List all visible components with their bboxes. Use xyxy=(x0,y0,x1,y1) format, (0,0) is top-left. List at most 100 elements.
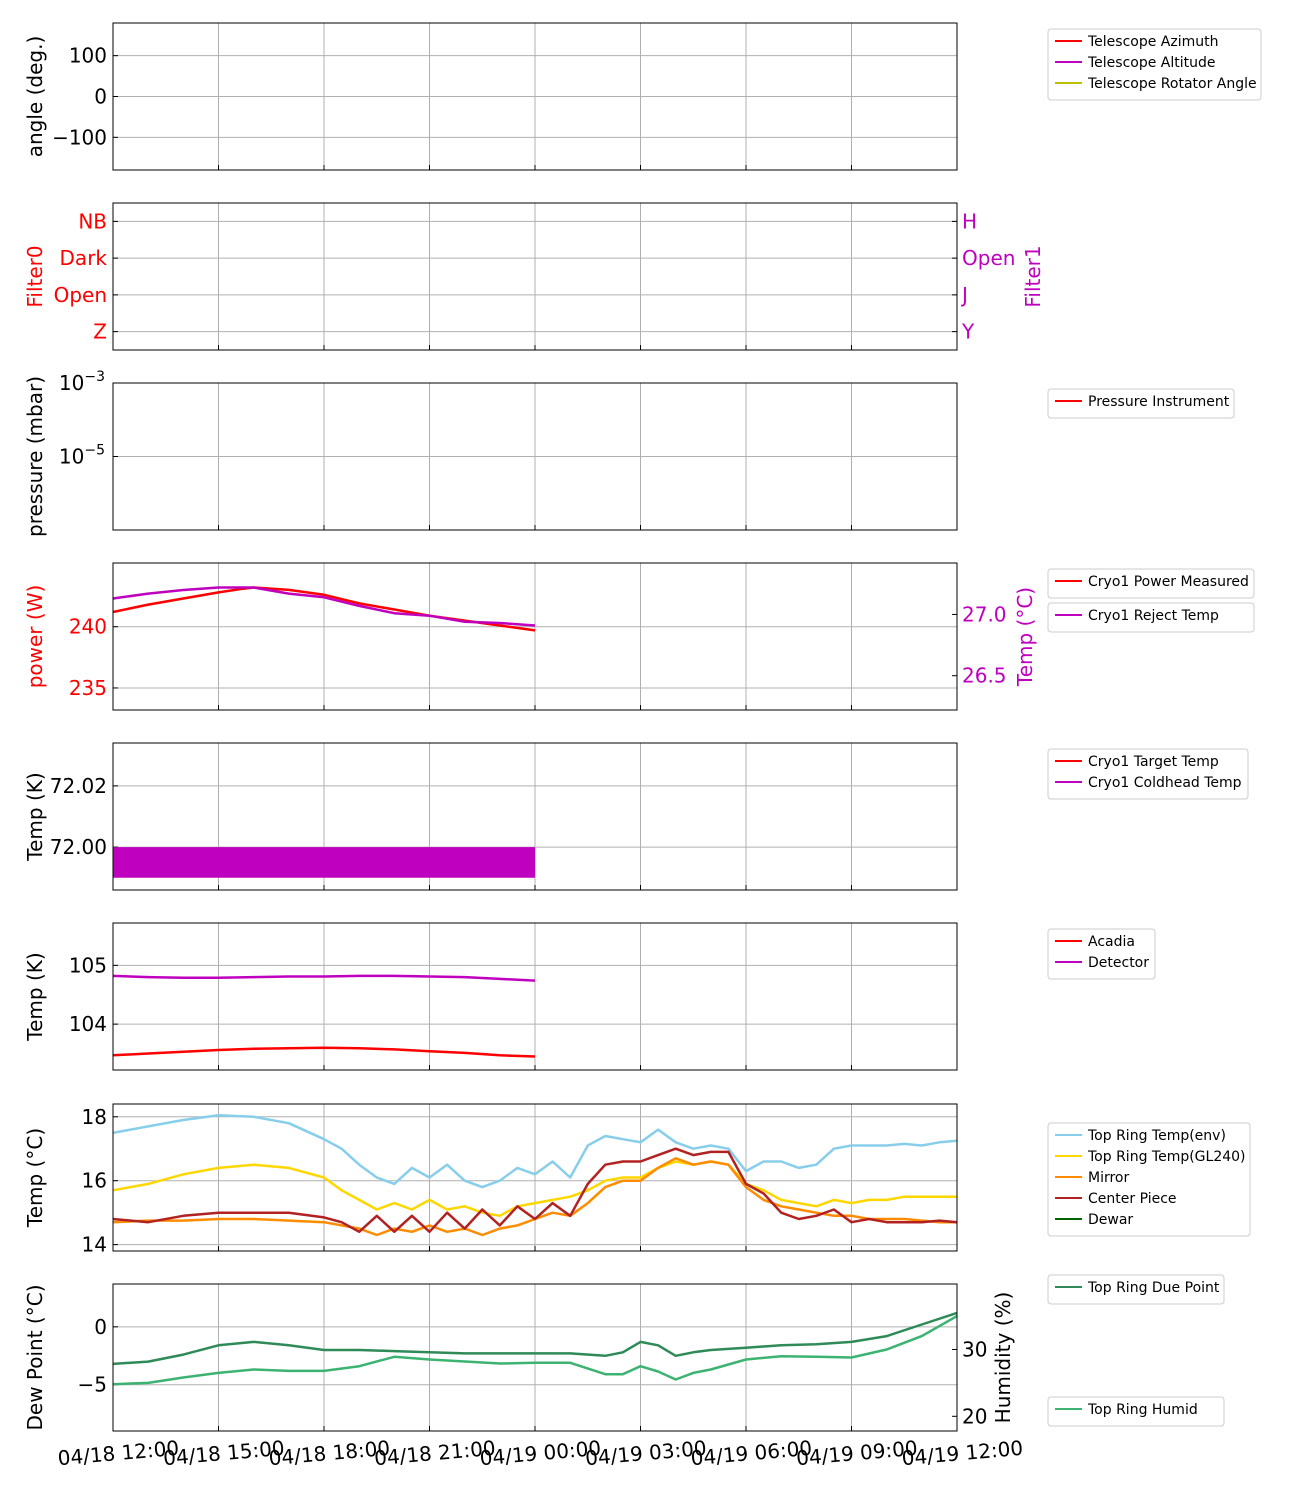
y2-tick-label: 27.0 xyxy=(962,602,1007,626)
legend-label: Top Ring Humid xyxy=(1087,1402,1198,1418)
legend-label: Telescope Azimuth xyxy=(1087,34,1218,50)
axes-frame xyxy=(112,22,958,171)
axes-frame xyxy=(112,922,958,1071)
axes-frame xyxy=(112,1283,958,1432)
y-axis-label: power (W) xyxy=(23,585,47,689)
x-tick-label: 04/19 06:00 xyxy=(690,1436,813,1471)
y2-axis-label: Filter1 xyxy=(1021,245,1045,307)
legend-box xyxy=(1047,28,1262,101)
panel-cryo_power: 240 235 27.0 26.5 power (W) Temp (°C) Cryo1 Po… xyxy=(23,562,1255,711)
x-tick-label: 04/19 09:00 xyxy=(795,1436,918,1471)
y-axis-label: Filter0 xyxy=(23,245,47,307)
panel-dew_point: 0 −5 30 20 Dew Point (°C) Humidity (%) Top Rin… xyxy=(23,1274,1225,1432)
series-line-0 xyxy=(112,1046,536,1058)
y-tick-label: 235 xyxy=(69,676,107,700)
legend-label: Cryo1 Target Temp xyxy=(1088,754,1219,770)
axes-frame xyxy=(112,202,958,351)
legend-label: Mirror xyxy=(1088,1170,1129,1186)
x-tick-label: 04/18 15:00 xyxy=(162,1436,285,1471)
x-tick-label: 04/19 03:00 xyxy=(584,1436,707,1471)
legend-label: Top Ring Temp(env) xyxy=(1087,1128,1226,1144)
legend-label: Telescope Altitude xyxy=(1087,55,1216,71)
y-axis-label: angle (deg.) xyxy=(23,36,47,158)
y-tick-label: 105 xyxy=(69,953,107,977)
legend-box xyxy=(1047,568,1255,599)
y-tick-label: 72.00 xyxy=(50,835,107,859)
legend-label: Top Ring Due Point xyxy=(1087,1280,1220,1296)
y2-tick-label: 26.5 xyxy=(962,664,1007,688)
legend-label: Cryo1 Coldhead Temp xyxy=(1088,775,1242,791)
y-tick-label: 18 xyxy=(82,1105,107,1129)
y2-tick-label: Y xyxy=(961,320,975,344)
legend-box xyxy=(1047,388,1235,419)
legend-label: Top Ring Temp(GL240) xyxy=(1087,1149,1246,1165)
legend: Top Ring Humid xyxy=(1047,1396,1225,1427)
legend: Pressure Instrument xyxy=(1047,388,1235,419)
y2-tick-label: Open xyxy=(962,246,1015,270)
legend-label: Center Piece xyxy=(1088,1191,1177,1207)
legend: Top Ring Due Point xyxy=(1047,1274,1225,1305)
panel-filters: NB Dark Open Z H Open JY Filter0 Filter1 xyxy=(23,202,1045,351)
y2-tick-label: H xyxy=(962,209,977,233)
y-tick-label: 240 xyxy=(69,615,107,639)
y-axis-label: pressure (mbar) xyxy=(23,376,47,537)
series-line-0 xyxy=(112,1113,958,1189)
y-tick-label: 100 xyxy=(69,44,107,68)
y-tick-label: Dark xyxy=(60,246,108,270)
legend-box xyxy=(1047,1274,1225,1305)
legend-label: Cryo1 Reject Temp xyxy=(1088,608,1219,624)
axes-frame xyxy=(112,382,958,531)
legend: Cryo1 Target Temp Cryo1 Coldhead Temp xyxy=(1047,748,1249,800)
legend-label: Acadia xyxy=(1088,934,1135,950)
x-tick-label: 04/19 00:00 xyxy=(479,1436,602,1471)
y2-axis-label: Humidity (%) xyxy=(991,1292,1015,1424)
y-tick-label: −5 xyxy=(78,1373,107,1397)
legend-label: Detector xyxy=(1088,955,1149,971)
band-1 xyxy=(113,847,535,878)
y2-tick-label: 20 xyxy=(962,1404,987,1428)
legend: Cryo1 Power Measured xyxy=(1047,568,1255,599)
legend-box xyxy=(1047,748,1249,800)
x-tick-label: 04/19 12:00 xyxy=(901,1436,1024,1471)
y-tick-label: 16 xyxy=(82,1169,107,1193)
series-line-2 xyxy=(112,1157,957,1237)
legend-box xyxy=(1047,602,1255,633)
y-tick-label: −100 xyxy=(52,125,107,149)
y-tick-label: 72.02 xyxy=(50,774,107,798)
y-tick-label: NB xyxy=(78,209,107,233)
series-line-1 xyxy=(112,974,536,982)
legend: Top Ring Temp(env) Top Ring Temp(GL240) Mi… xyxy=(1047,1122,1251,1237)
x-tick-label: 04/18 12:00 xyxy=(57,1436,180,1471)
legend-box xyxy=(1047,1396,1225,1427)
y-tick-label: 10−5 xyxy=(59,443,105,469)
y-tick-label: 10−3 xyxy=(59,369,105,395)
x-tick-label: 04/18 21:00 xyxy=(373,1436,496,1471)
legend-label: Pressure Instrument xyxy=(1088,394,1230,410)
panel-acadia: 105 104 Temp (K) Acadia Detector xyxy=(23,922,1156,1071)
y2-axis-label: Temp (°C) xyxy=(1013,587,1037,687)
series-line-1 xyxy=(112,1160,957,1218)
legend: Acadia Detector xyxy=(1047,928,1156,980)
legend: Telescope Azimuth Telescope Altitude Teles… xyxy=(1047,28,1262,101)
panel-pressure: 10−3 10−5 pressure (mbar) Pressure Instrume… xyxy=(23,369,1235,537)
legend: Cryo1 Reject Temp xyxy=(1047,602,1255,633)
legend-label: Telescope Rotator Angle xyxy=(1087,76,1257,92)
y-tick-label: 104 xyxy=(69,1012,107,1036)
series-line-1 xyxy=(112,1315,958,1386)
y-tick-label: 0 xyxy=(94,1315,107,1339)
axes-frame xyxy=(112,742,958,891)
x-tick-label: 04/18 18:00 xyxy=(268,1436,391,1471)
y-tick-label: 14 xyxy=(82,1233,107,1257)
series-line-1 xyxy=(112,586,536,627)
y2-tick-label: 30 xyxy=(962,1337,987,1361)
y-axis-label: Temp (K) xyxy=(23,772,47,861)
y-axis-label: Temp (°C) xyxy=(23,1128,47,1228)
y2-tick-label: J xyxy=(960,283,968,307)
axes-frame xyxy=(112,562,958,711)
axes-frame xyxy=(112,1103,958,1252)
